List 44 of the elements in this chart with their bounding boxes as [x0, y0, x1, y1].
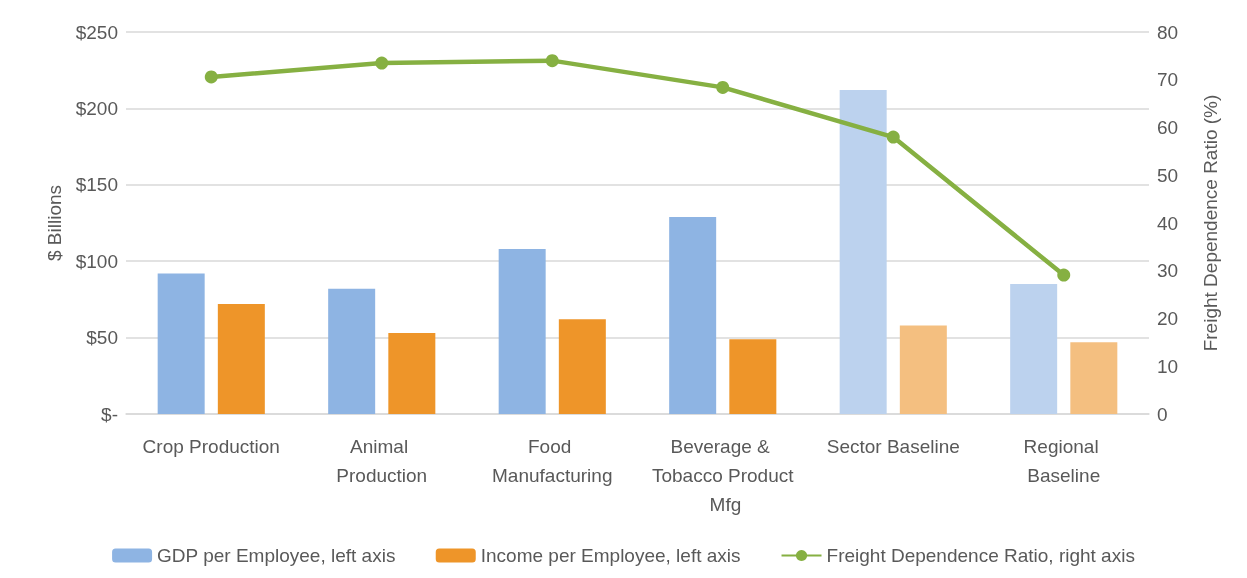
- bar: [558, 319, 606, 414]
- x-tick-label: Beverage & Tobacco Product Mfg: [651, 436, 795, 515]
- y2-tick-label: 0: [1157, 403, 1168, 425]
- y2-tick-label: 80: [1157, 21, 1179, 43]
- x-tick-label: Crop Production: [142, 436, 280, 457]
- bar: [729, 339, 777, 414]
- legend-label: Freight Dependence Ratio, right axis: [826, 545, 1135, 566]
- x-tick-label: Animal Production: [336, 436, 428, 486]
- y-tick-label: $100: [75, 250, 118, 272]
- y2-tick-label: 50: [1157, 164, 1179, 186]
- bar: [388, 333, 436, 414]
- y2-tick-label: 30: [1157, 260, 1179, 282]
- y2-axis-title: Freight Dependence Ratio (%): [1200, 94, 1221, 352]
- y-tick-label: $200: [75, 97, 118, 119]
- legend-label: Income per Employee, left axis: [480, 545, 741, 566]
- bar: [157, 273, 205, 414]
- x-tick-label: Sector Baseline: [826, 436, 960, 457]
- y2-tick-label: 70: [1157, 69, 1179, 91]
- y-tick-label: $150: [75, 174, 118, 196]
- bar: [328, 288, 376, 414]
- bar: [669, 216, 717, 414]
- y2-tick-label: 60: [1157, 117, 1179, 138]
- bar: [899, 325, 947, 414]
- bar: [1070, 342, 1118, 414]
- point: [716, 80, 730, 94]
- x-tick-label: Food Manufacturing: [492, 436, 613, 486]
- y-tick-label: $-: [101, 403, 118, 425]
- y2-tick-label: 10: [1157, 355, 1179, 377]
- point: [204, 70, 218, 84]
- bar: [498, 248, 546, 414]
- x-tick-label: Regional Baseline: [1023, 436, 1104, 486]
- bar: [839, 90, 887, 414]
- legend-label: GDP per Employee, left axis: [157, 545, 396, 566]
- y2-tick-label: 40: [1157, 212, 1179, 234]
- y-tick-label: $50: [86, 327, 118, 349]
- bar: [1010, 284, 1058, 414]
- bar: [217, 303, 265, 414]
- point: [375, 56, 389, 70]
- point: [1057, 268, 1071, 282]
- y-axis-title: $ Billions: [44, 184, 65, 262]
- point: [886, 130, 900, 144]
- point: [545, 54, 559, 68]
- y2-tick-label: 20: [1157, 308, 1179, 329]
- y-tick-label: $250: [75, 21, 118, 43]
